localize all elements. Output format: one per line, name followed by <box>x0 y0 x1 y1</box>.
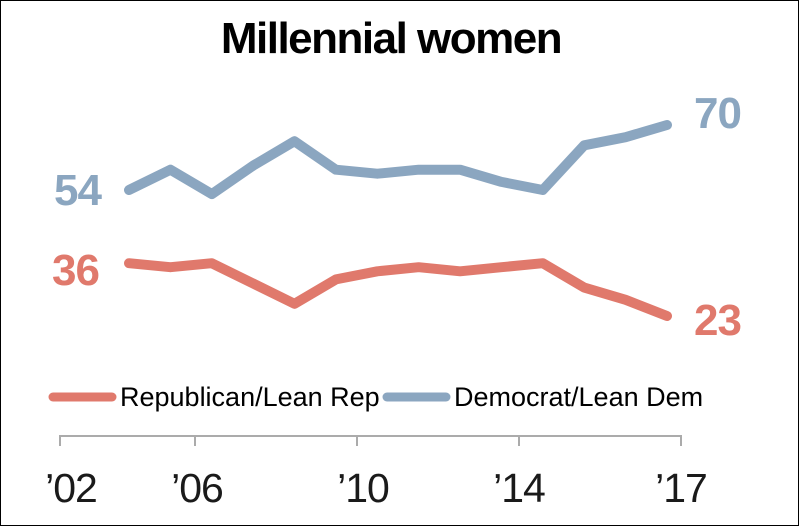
legend-rep-label: Republican/Lean Rep <box>120 382 380 412</box>
x-tick-label-17: ’17 <box>655 465 707 511</box>
x-axis-line <box>59 435 682 446</box>
rep-end-value-label: 23 <box>694 296 741 345</box>
chart-title: Millennial women <box>221 14 561 63</box>
legend-dem-label: Democrat/Lean Dem <box>454 382 703 412</box>
legend: Republican/Lean Rep Democrat/Lean Dem <box>48 382 703 412</box>
dem-series-line <box>124 120 672 200</box>
x-axis: ’02 ’06 ’10 ’14 ’17 <box>45 435 708 511</box>
x-tick-label-02: ’02 <box>45 465 97 511</box>
dem-end-value-label: 70 <box>694 89 741 138</box>
dem-start-value-label: 54 <box>54 166 102 215</box>
rep-series-line <box>124 258 672 321</box>
rep-start-value-label: 36 <box>52 246 99 295</box>
x-tick-label-06: ’06 <box>171 465 223 511</box>
series-layer <box>124 120 672 321</box>
x-tick-label-10: ’10 <box>337 465 389 511</box>
x-tick-label-14: ’14 <box>493 465 545 511</box>
